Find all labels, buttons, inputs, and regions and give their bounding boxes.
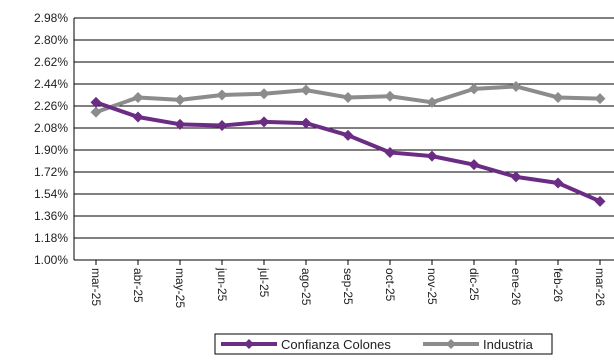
legend-label-industria: Industria	[483, 337, 534, 352]
data-point-confianza-colones	[90, 96, 102, 108]
data-point-industria	[132, 91, 144, 103]
data-point-confianza-colones	[174, 118, 186, 130]
data-point-industria	[174, 94, 186, 106]
data-point-confianza-colones	[216, 120, 228, 132]
x-tick-label: may-25	[173, 268, 187, 308]
x-tick-label: jul-25	[257, 267, 271, 298]
legend-box	[214, 333, 553, 355]
x-tick-label: dic-25	[467, 268, 481, 301]
y-tick-label: 2.80%	[34, 33, 68, 47]
x-tick-label: ago-25	[299, 268, 313, 306]
y-tick-label: 1.36%	[34, 209, 68, 223]
x-tick-label: oct-25	[383, 268, 397, 302]
data-point-industria	[90, 106, 102, 118]
y-tick-label: 1.18%	[34, 231, 68, 245]
data-point-industria	[300, 84, 312, 96]
data-point-industria	[510, 80, 522, 92]
series-line-confianza-colones	[95, 100, 601, 204]
y-tick-label: 1.00%	[34, 253, 68, 267]
data-point-industria	[216, 89, 228, 101]
x-tick-label: sep-25	[341, 268, 355, 305]
x-tick-label: feb-26	[551, 268, 565, 302]
y-tick-label: 1.54%	[34, 187, 68, 201]
x-tick-label: mar-26	[593, 268, 607, 306]
data-point-confianza-colones	[594, 195, 606, 207]
data-point-industria	[342, 91, 354, 103]
series-layer	[90, 80, 606, 207]
data-point-confianza-colones	[132, 111, 144, 123]
data-point-confianza-colones	[342, 129, 354, 141]
data-point-industria	[384, 90, 396, 102]
data-point-industria	[594, 93, 606, 105]
y-tick-label: 2.26%	[34, 99, 68, 113]
data-point-industria	[552, 91, 564, 103]
y-tick-label: 1.72%	[34, 165, 68, 179]
y-tick-label: 2.08%	[34, 121, 68, 135]
x-tick-label: mar-25	[89, 268, 103, 306]
data-point-confianza-colones	[552, 177, 564, 189]
y-tick-label: 1.90%	[34, 143, 68, 157]
y-tick-label: 2.44%	[34, 77, 68, 91]
x-tick-label: ene-26	[509, 268, 523, 306]
x-tick-label: nov-25	[425, 268, 439, 305]
data-point-confianza-colones	[384, 146, 396, 158]
legend-marker-confianza-colones	[244, 339, 254, 349]
data-point-confianza-colones	[510, 171, 522, 183]
legend: Confianza Colones Industria	[214, 333, 553, 355]
legend-marker-industria	[446, 339, 456, 349]
data-point-industria	[258, 88, 270, 100]
y-axis-ticks: 1.00% 1.18% 1.36% 1.54% 1.72% 1.90% 2.08% 2.26%…	[34, 11, 68, 267]
grid-layer	[73, 17, 614, 261]
data-point-industria	[426, 96, 438, 108]
x-tick-label: abr-25	[131, 268, 145, 303]
data-point-confianza-colones	[258, 116, 270, 128]
y-tick-label: 2.98%	[34, 11, 68, 25]
data-point-confianza-colones	[468, 159, 480, 171]
x-tick-label: jun-25	[215, 267, 229, 302]
data-point-confianza-colones	[300, 117, 312, 129]
x-axis-ticks: mar-25 abr-25 may-25 jun-25 jul-25 ago-25 sep-…	[89, 260, 607, 308]
data-point-industria	[468, 83, 480, 95]
data-point-confianza-colones	[426, 150, 438, 162]
legend-label-confianza-colones: Confianza Colones	[281, 337, 391, 352]
y-tick-label: 2.62%	[34, 55, 68, 69]
